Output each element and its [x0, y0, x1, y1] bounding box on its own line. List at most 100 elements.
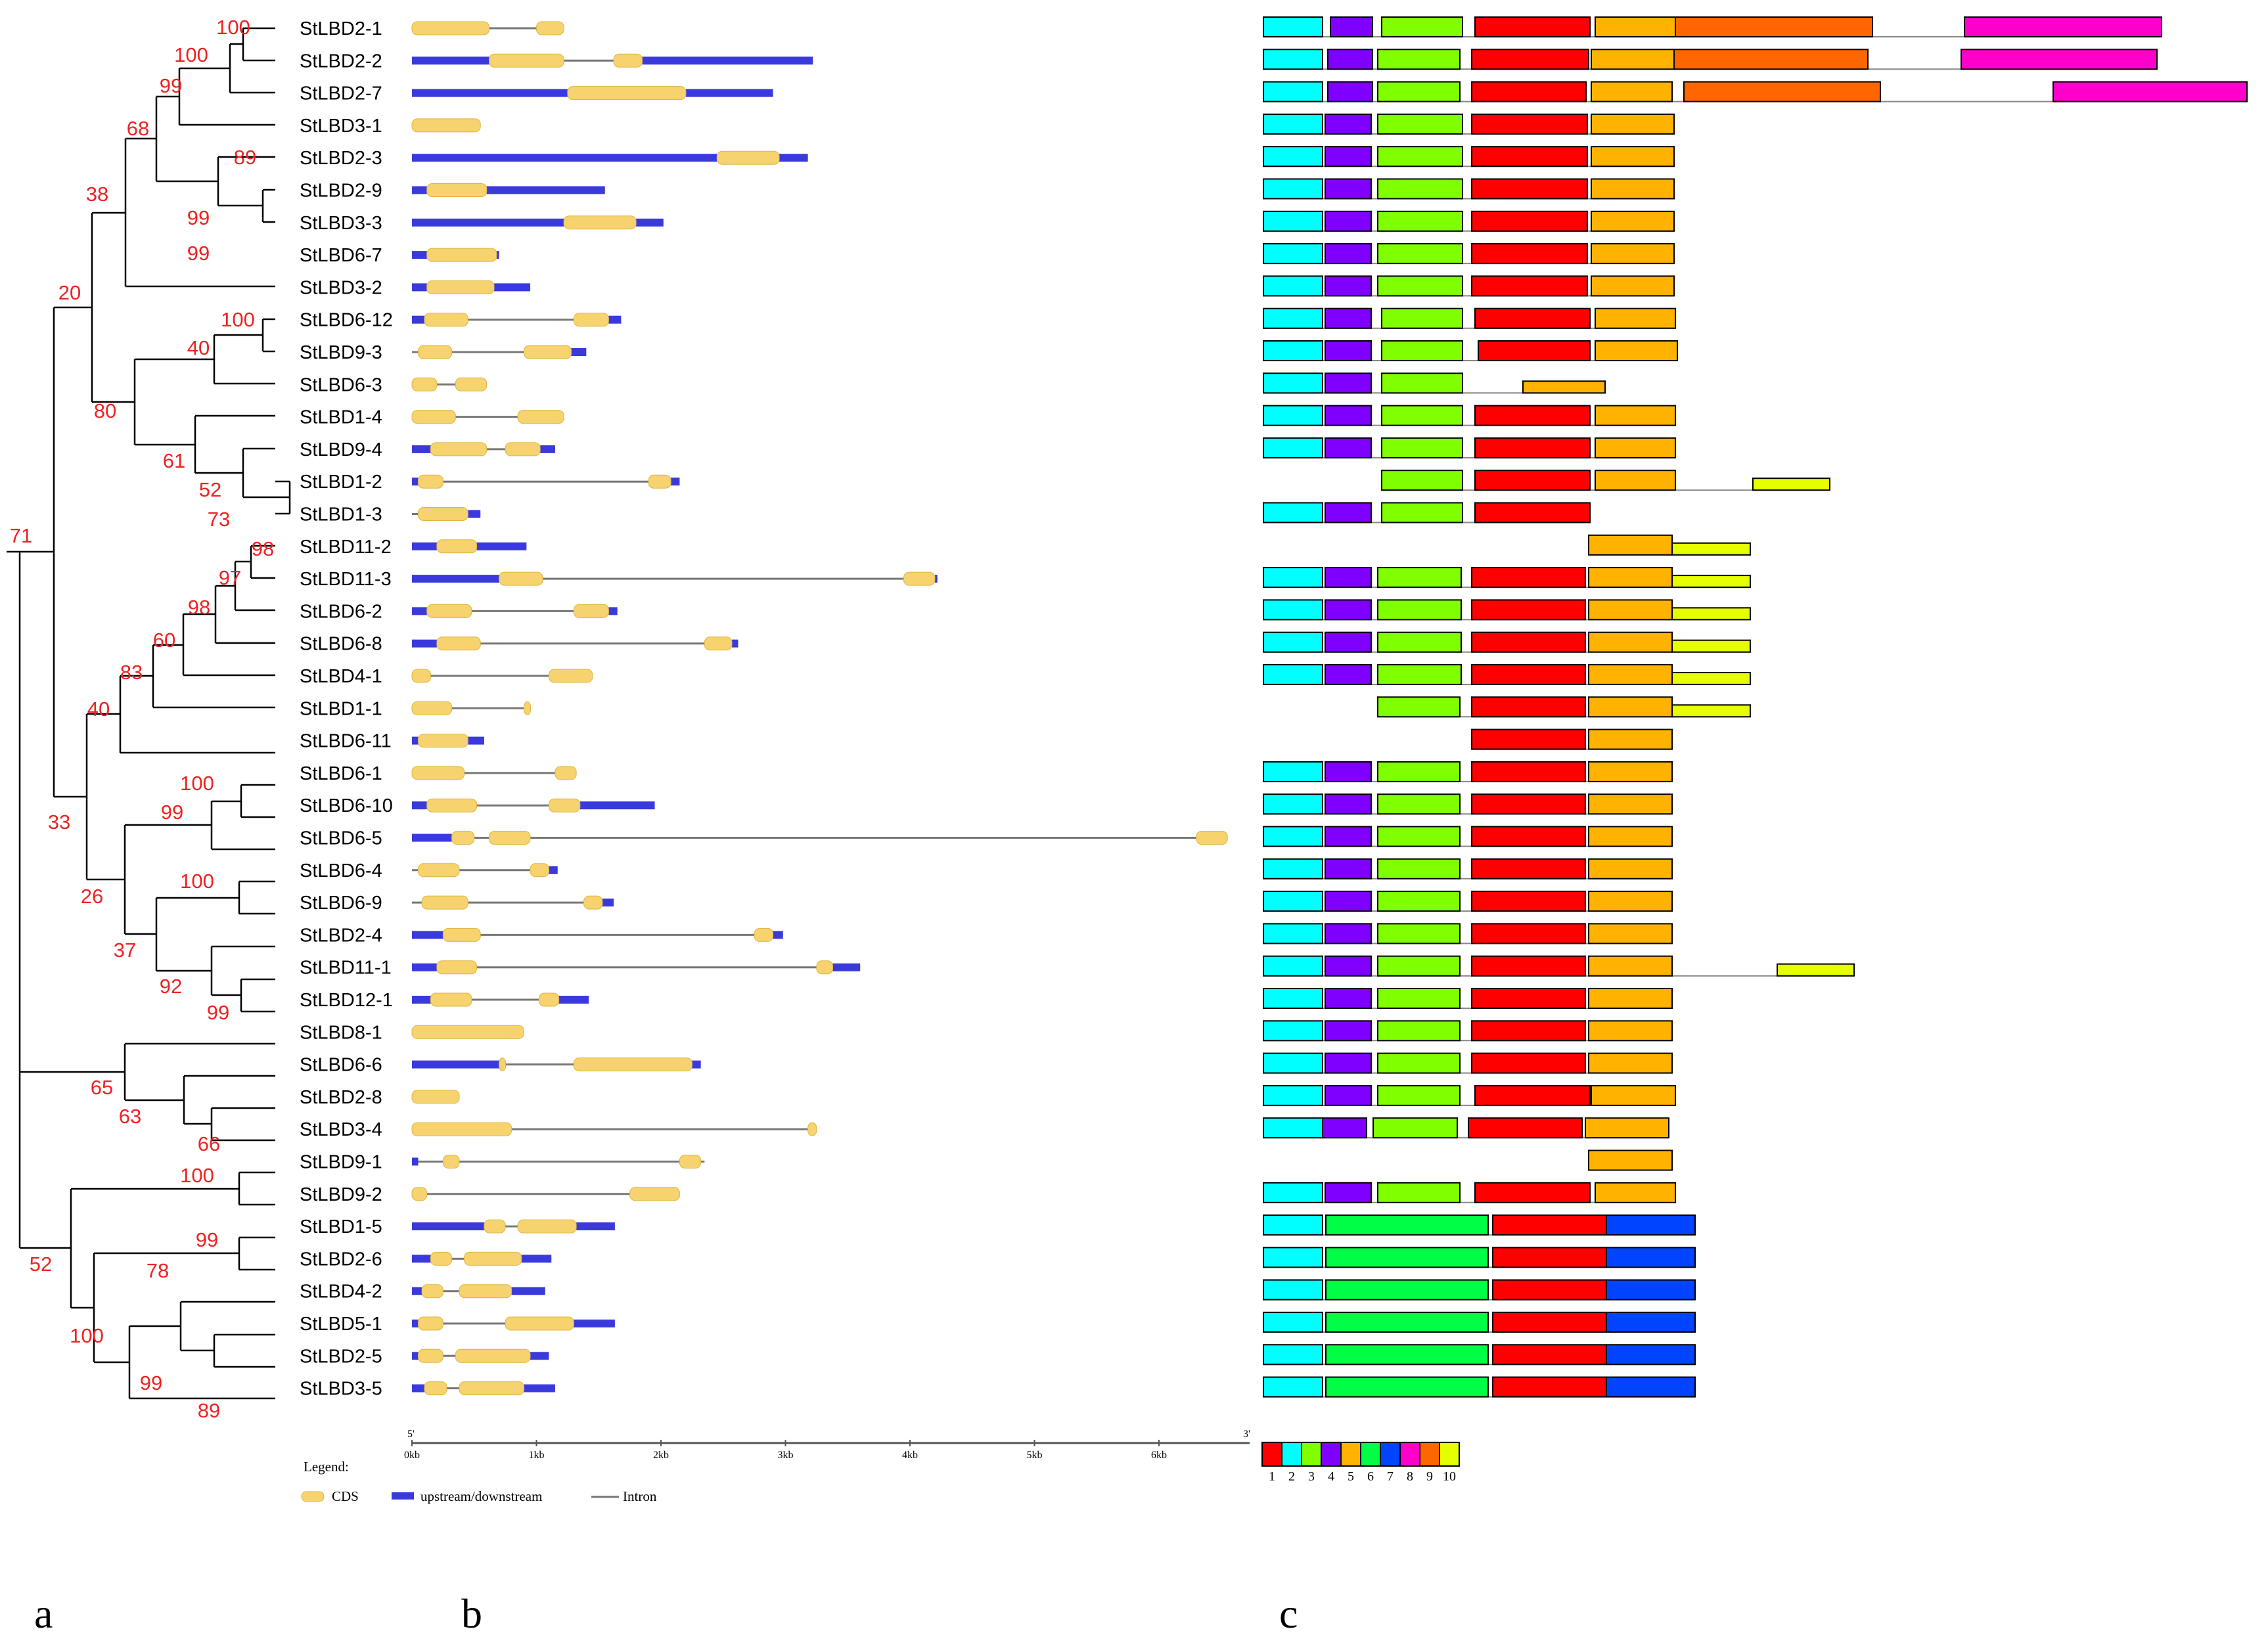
motif-3: [1377, 793, 1461, 815]
bootstrap-value: 33: [48, 811, 70, 834]
utr-segment: [412, 736, 419, 745]
utr-segment: [412, 1060, 499, 1069]
utr-segment: [412, 801, 427, 810]
cds-segment: [411, 21, 489, 35]
motif-7: [1606, 1214, 1696, 1236]
motif-3: [1377, 81, 1461, 102]
motif-row: [1263, 405, 1676, 426]
motif-2: [1263, 178, 1323, 200]
utr-segment: [412, 542, 437, 550]
motif-4: [1325, 146, 1372, 167]
gene-label: StLBD2-7: [300, 83, 382, 104]
motif-8: [1964, 16, 2162, 37]
motif-4: [1325, 1084, 1372, 1106]
motif-3: [1377, 146, 1463, 167]
motif-1: [1471, 696, 1586, 718]
cds-segment: [484, 1219, 506, 1234]
cds-segment: [417, 734, 468, 748]
motif-3: [1377, 1052, 1461, 1074]
motif-3: [1377, 49, 1461, 70]
gene-label: StLBD1-1: [300, 698, 382, 719]
motif-2: [1263, 275, 1323, 297]
gene-structure: [412, 183, 605, 197]
utr-segment: [412, 639, 437, 648]
gene-label: StLBD9-2: [300, 1184, 382, 1205]
gene-structure: [412, 1219, 615, 1234]
bootstrap-value: 99: [207, 1001, 229, 1024]
cds-segment: [704, 636, 733, 651]
gene-label: StLBD3-4: [300, 1119, 382, 1140]
utr-segment: [412, 1352, 419, 1360]
utr-segment: [934, 575, 938, 583]
motif-1: [1478, 340, 1591, 361]
cds-segment: [538, 992, 560, 1007]
gene-label: StLBD9-1: [300, 1152, 382, 1173]
motif-4: [1325, 1182, 1372, 1203]
motif-row: [1263, 113, 1675, 135]
motif-3: [1377, 113, 1463, 135]
gene-structure: [412, 992, 589, 1007]
utr-segment: [412, 478, 419, 486]
bootstrap-value: 65: [91, 1076, 113, 1099]
motif-5: [1588, 728, 1673, 750]
bootstrap-value: 73: [208, 508, 230, 531]
motif-10: [1671, 672, 1751, 685]
panel-label-b: b: [461, 1590, 482, 1637]
motif-5: [1522, 380, 1606, 394]
motif-3: [1377, 696, 1461, 718]
utr-segment: [412, 575, 499, 583]
motif-5: [1588, 1052, 1673, 1074]
utr-segment: [412, 996, 431, 1004]
motif-row: [1263, 761, 1673, 782]
motif-legend-swatch: [1340, 1442, 1361, 1467]
utr-segment: [773, 931, 783, 939]
motif-1: [1492, 1214, 1607, 1236]
gene-label: StLBD6-7: [300, 245, 382, 266]
motif-2: [1263, 761, 1323, 782]
gene-structure: [412, 539, 527, 554]
motif-1: [1471, 81, 1587, 102]
cds-segment: [555, 766, 577, 780]
motif-2: [1263, 307, 1323, 329]
utr-segment: [494, 283, 531, 292]
motif-2: [1263, 1052, 1323, 1074]
gene-label: StLBD1-4: [300, 407, 382, 428]
motif-row: [1263, 664, 1751, 685]
motif-7: [1606, 1344, 1696, 1366]
cds-segment: [567, 86, 687, 100]
gene-structure: [412, 734, 484, 748]
bootstrap-value: 99: [196, 1228, 218, 1251]
motif-row: [1263, 631, 1751, 653]
motif-3: [1377, 955, 1461, 977]
motif-1: [1471, 923, 1586, 945]
motif-legend-swatch: [1261, 1442, 1282, 1467]
bootstrap-value: 83: [120, 661, 143, 684]
cds-segment: [517, 1219, 577, 1234]
cds-segment: [459, 1381, 525, 1396]
cds-segment: [816, 960, 834, 975]
utr-segment: [486, 186, 605, 194]
motif-row: [1263, 923, 1673, 945]
motif-4: [1325, 988, 1372, 1009]
utr-segment: [602, 899, 614, 907]
bootstrap-value: 80: [94, 399, 116, 422]
utr-legend-swatch: [392, 1492, 414, 1500]
gene-structure: [412, 345, 587, 359]
gene-structure: [412, 1155, 705, 1168]
motif-4: [1325, 210, 1372, 232]
utr-segment: [412, 963, 437, 971]
motif-row: [1263, 1020, 1673, 1042]
motif-4: [1327, 81, 1373, 102]
cds-segment: [417, 507, 468, 521]
motif-3: [1377, 178, 1463, 200]
cds-segment: [411, 701, 453, 715]
utr-segment: [524, 1384, 555, 1392]
motif-legend-swatch: [1380, 1442, 1401, 1467]
gene-structure: [412, 927, 783, 942]
gene-structure: [412, 474, 680, 489]
utr-segment: [412, 154, 717, 162]
utr-segment: [685, 89, 773, 97]
utr-segment: [549, 866, 558, 874]
motif-2: [1263, 664, 1323, 685]
